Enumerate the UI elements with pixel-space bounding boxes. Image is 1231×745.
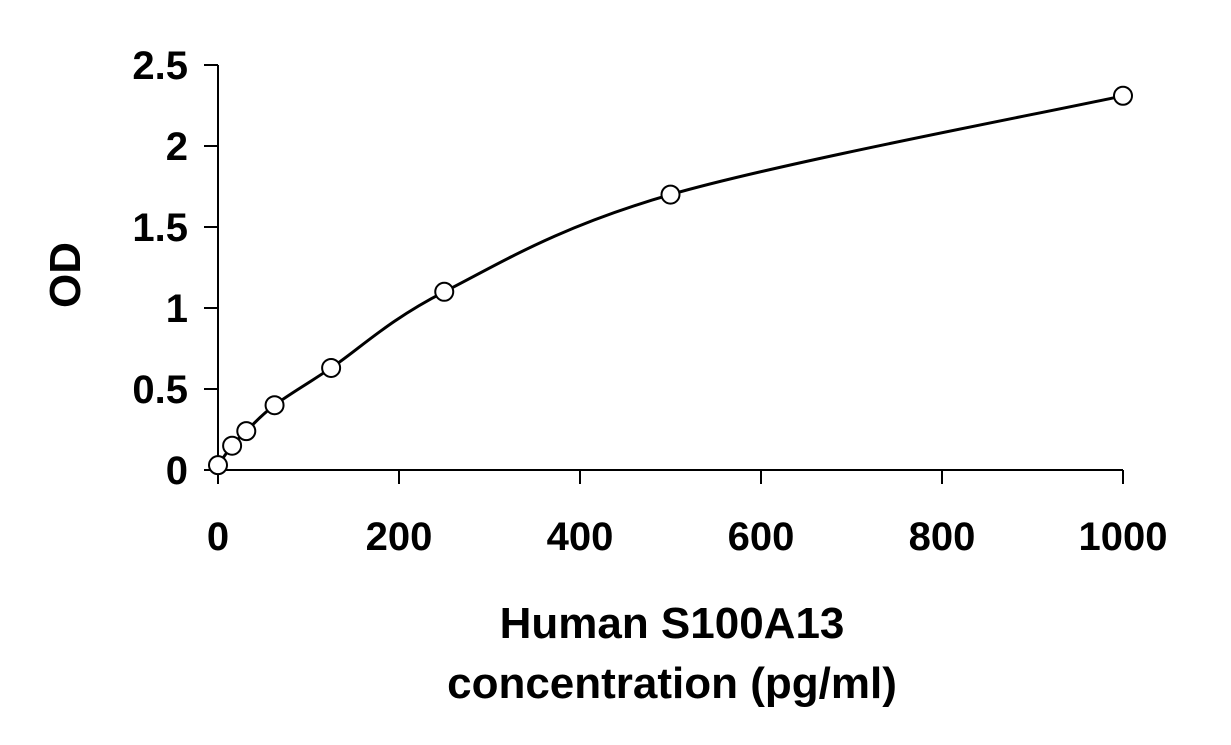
data-points bbox=[208, 85, 1133, 476]
x-tick-label: 1000 bbox=[1079, 515, 1168, 559]
data-point bbox=[236, 421, 257, 442]
x-tick-label: 200 bbox=[366, 515, 433, 559]
data-point bbox=[264, 395, 285, 416]
data-point bbox=[660, 184, 681, 205]
y-axis-title: OD bbox=[41, 242, 90, 308]
data-point bbox=[1113, 85, 1133, 106]
x-axis-title-line-1: Human S100A13 bbox=[500, 599, 845, 648]
fit-curve-line bbox=[216, 94, 1124, 467]
y-tick-label: 2.5 bbox=[132, 44, 188, 88]
x-ticks: 0 200 400 600 800 1000 bbox=[207, 470, 1168, 559]
data-point bbox=[222, 435, 243, 456]
y-tick-label: 2 bbox=[166, 125, 188, 169]
y-tick-label: 1.5 bbox=[132, 206, 188, 250]
x-tick-label: 400 bbox=[547, 515, 614, 559]
x-axis-title-line-2: concentration (pg/ml) bbox=[447, 659, 897, 708]
data-point bbox=[208, 455, 228, 476]
y-tick-label: 1 bbox=[166, 287, 188, 331]
y-ticks: 0 0.5 1 1.5 2 2.5 bbox=[132, 44, 218, 493]
x-tick-label: 0 bbox=[207, 515, 229, 559]
x-tick-label: 800 bbox=[909, 515, 976, 559]
y-tick-label: 0.5 bbox=[132, 368, 188, 412]
data-point bbox=[321, 357, 342, 378]
data-point bbox=[434, 281, 455, 302]
x-tick-label: 600 bbox=[728, 515, 795, 559]
axes bbox=[217, 65, 1123, 471]
y-tick-label: 0 bbox=[166, 449, 188, 493]
fit-curve bbox=[216, 94, 1124, 467]
